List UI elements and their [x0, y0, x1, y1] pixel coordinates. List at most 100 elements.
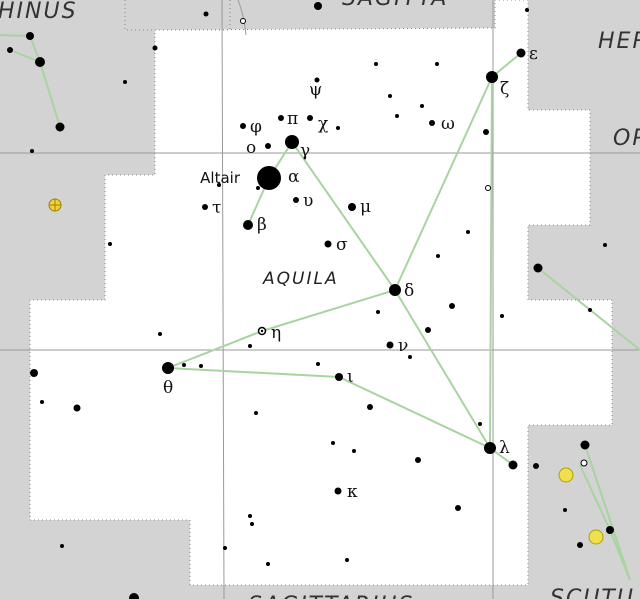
star [152, 45, 158, 51]
star [429, 120, 435, 126]
star-label: δ [404, 281, 414, 301]
star [162, 362, 174, 374]
star-label: ζ [500, 79, 509, 99]
star-label: ι [347, 367, 354, 387]
star [533, 263, 543, 273]
figure-line [0, 34, 61, 128]
variable-star [240, 18, 246, 24]
star [367, 404, 373, 410]
star [199, 364, 203, 368]
star [580, 440, 590, 450]
star-label: λ [499, 438, 510, 458]
star [202, 204, 208, 210]
star [478, 422, 482, 426]
figure-line [579, 444, 631, 581]
star-label: η [271, 323, 281, 343]
star [60, 544, 64, 548]
variable-star [260, 329, 264, 333]
constellation-label: SCUTU [550, 586, 635, 599]
figure-line [167, 76, 514, 466]
variable-star [580, 459, 588, 467]
star [158, 332, 162, 336]
star [577, 542, 583, 548]
star [525, 8, 529, 12]
star-label: ε [529, 44, 538, 64]
star-label: κ [347, 482, 358, 502]
star [449, 303, 455, 309]
star [331, 441, 335, 445]
star-label: ψ [309, 80, 322, 100]
star [436, 254, 440, 258]
constellation-label: HER [598, 29, 640, 54]
star-label: β [257, 215, 267, 235]
star [484, 442, 496, 454]
faint-stars [30, 8, 607, 566]
star [73, 404, 81, 412]
star-label: γ [300, 141, 310, 161]
star [223, 546, 227, 550]
star [129, 593, 139, 599]
stars [7, 2, 614, 599]
star [182, 363, 186, 367]
star [374, 62, 378, 66]
constellation-label: HINUS [0, 0, 78, 24]
star [108, 242, 112, 246]
star [55, 122, 65, 132]
star [278, 115, 284, 121]
star [243, 220, 253, 230]
star [334, 487, 342, 495]
star-label: μ [360, 197, 371, 217]
figure-line [9, 49, 41, 63]
star [486, 71, 498, 83]
star-label: ο [246, 138, 256, 158]
star [455, 505, 461, 511]
cluster [49, 199, 61, 211]
star [35, 57, 45, 67]
star [257, 166, 281, 190]
star [30, 149, 34, 153]
star [240, 123, 246, 129]
constellation-name: AQUILA [262, 269, 339, 289]
star [352, 449, 356, 453]
star-label: χ [318, 114, 328, 134]
star [348, 203, 356, 211]
star [266, 562, 270, 566]
star [250, 522, 254, 526]
star-label: σ [336, 235, 348, 255]
star [500, 314, 504, 318]
star [265, 143, 271, 149]
star [420, 104, 424, 108]
aquila-region [30, 0, 612, 585]
star [314, 77, 320, 83]
star [335, 373, 343, 381]
star [40, 400, 44, 404]
star [395, 114, 399, 118]
star [254, 411, 258, 415]
star [30, 369, 38, 377]
star-label: α [288, 167, 300, 187]
star-name: Altair [200, 169, 241, 187]
star-label: τ [212, 198, 221, 218]
star [336, 126, 340, 130]
star [314, 2, 322, 10]
constellation-label: SAGITTARIUS [248, 593, 414, 599]
star [217, 183, 221, 187]
star [285, 135, 299, 149]
star [26, 32, 34, 40]
cluster [588, 529, 604, 545]
star [376, 310, 380, 314]
star [563, 508, 567, 512]
star [307, 115, 313, 121]
constellation-label: SAGITTA [342, 0, 448, 11]
star [7, 47, 13, 53]
star-label: φ [250, 117, 262, 137]
star [293, 197, 299, 203]
variable-star [485, 185, 491, 191]
grid-line [221, 0, 225, 599]
star-label: ν [398, 336, 408, 356]
star [386, 341, 394, 349]
star [248, 514, 252, 518]
star [466, 230, 470, 234]
